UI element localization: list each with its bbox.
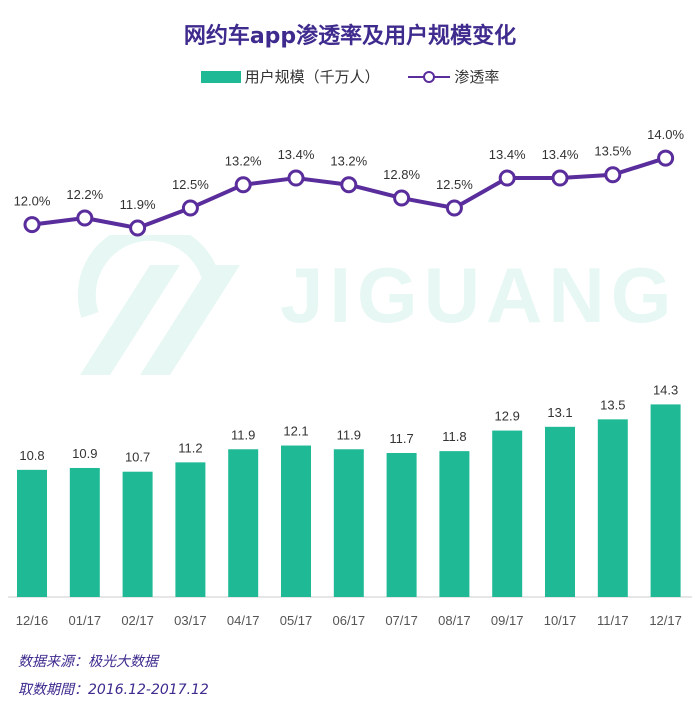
bar <box>69 467 100 597</box>
bar-value-label: 11.9 <box>337 427 361 442</box>
x-tick-label: 11/17 <box>597 613 629 628</box>
bar <box>650 404 681 597</box>
bar <box>175 462 206 597</box>
x-tick-label: 12/16 <box>16 613 49 628</box>
line-value-label: 13.2% <box>330 154 367 169</box>
legend-item-users: 用户规模（千万人） <box>200 66 380 87</box>
bar-value-label: 10.7 <box>125 450 150 465</box>
line-point <box>234 176 252 194</box>
line-value-label: 14.0% <box>647 127 684 142</box>
legend-item-penetration: 渗透率 <box>408 66 499 87</box>
x-tick-label: 05/17 <box>280 613 313 628</box>
line-point <box>76 209 94 227</box>
line-point <box>551 169 569 187</box>
x-tick-label: 03/17 <box>174 613 207 628</box>
bar-value-label: 14.3 <box>653 382 678 397</box>
bar <box>281 445 311 597</box>
bar <box>228 449 259 597</box>
x-tick-label: 02/17 <box>121 613 154 628</box>
x-tick-label: 08/17 <box>438 613 471 628</box>
legend-label-users: 用户规模（千万人） <box>244 68 380 86</box>
bar-value-label: 11.7 <box>389 431 413 446</box>
legend-label-penetration: 渗透率 <box>454 68 500 86</box>
x-tick-label: 07/17 <box>385 613 418 628</box>
line-point <box>129 219 147 237</box>
line-value-label: 13.2% <box>225 154 262 169</box>
bar <box>333 449 364 597</box>
x-tick-label: 10/17 <box>544 613 577 628</box>
line-value-label: 12.2% <box>66 187 103 202</box>
line-value-label: 13.5% <box>594 144 631 159</box>
line-point <box>445 199 463 217</box>
x-tick-label: 01/17 <box>69 613 102 628</box>
x-tick-label: 04/17 <box>227 613 260 628</box>
line-value-label: 12.5% <box>172 177 209 192</box>
bar <box>597 419 628 597</box>
bar <box>545 426 575 597</box>
line-point <box>498 169 516 187</box>
line-point <box>23 216 41 234</box>
line-point <box>393 189 411 207</box>
footer-source: 数据来源：极光大数据 <box>18 654 158 670</box>
x-tick-label: 09/17 <box>491 613 524 628</box>
footer-period: 取数期間：2016.12-2017.12 <box>18 682 209 698</box>
line-value-label: 11.9% <box>120 197 156 212</box>
bar-value-label: 12.1 <box>283 424 308 439</box>
line-point <box>181 199 199 217</box>
bar-value-label: 11.9 <box>231 427 255 442</box>
line-point <box>657 149 675 167</box>
x-tick-label: 06/17 <box>333 613 366 628</box>
line-value-label: 13.4% <box>542 147 579 162</box>
line-point <box>340 176 358 194</box>
x-tick-label: 12/17 <box>649 613 682 628</box>
bar <box>439 451 470 597</box>
bar-value-label: 10.8 <box>19 448 44 463</box>
bar-value-label: 11.8 <box>442 429 466 444</box>
bar-value-label: 11.2 <box>178 440 202 455</box>
line-value-label: 12.0% <box>14 194 51 209</box>
bar <box>492 430 523 597</box>
chart-title: 网约车app渗透率及用户规模变化 <box>183 24 517 49</box>
line-value-label: 13.4% <box>489 147 526 162</box>
line-value-label: 12.5% <box>436 177 473 192</box>
line-point <box>287 169 305 187</box>
line-value-label: 12.8% <box>383 167 420 182</box>
bar-value-label: 13.5 <box>600 397 625 412</box>
bar-value-label: 13.1 <box>547 405 572 420</box>
bar-value-label: 10.9 <box>72 446 97 461</box>
line-point <box>604 166 622 184</box>
bar <box>386 453 417 597</box>
bar <box>122 471 153 597</box>
legend-bar-swatch <box>200 70 241 83</box>
legend-line-swatch <box>408 70 451 83</box>
bar <box>17 469 47 597</box>
bar-value-label: 12.9 <box>495 409 520 424</box>
legend: 用户规模（千万人） 渗透率 <box>0 66 700 87</box>
line-value-label: 13.4% <box>278 147 315 162</box>
footer: 数据来源：极光大数据 取数期間：2016.12-2017.12 <box>18 648 209 704</box>
